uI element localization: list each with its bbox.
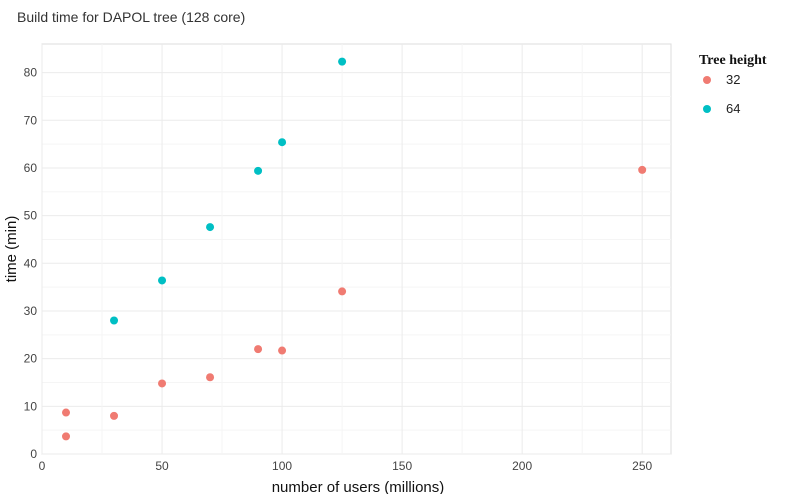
data-point-height-64 bbox=[254, 166, 263, 175]
data-point-height-32 bbox=[278, 346, 287, 355]
data-point-height-32 bbox=[62, 408, 71, 417]
x-tick-label: 150 bbox=[392, 459, 412, 473]
data-point-height-64 bbox=[158, 276, 167, 285]
data-point-height-32 bbox=[638, 165, 647, 174]
chart-title: Build time for DAPOL tree (128 core) bbox=[17, 9, 245, 25]
data-point-height-32 bbox=[206, 373, 215, 382]
x-tick-label: 0 bbox=[39, 459, 46, 473]
legend-label-64: 64 bbox=[726, 101, 740, 116]
x-tick-label: 100 bbox=[272, 459, 292, 473]
y-tick-label: 20 bbox=[24, 352, 38, 366]
x-axis-label: number of users (millions) bbox=[272, 479, 445, 494]
data-point-height-32 bbox=[110, 411, 119, 420]
legend: Tree height 32 64 bbox=[699, 53, 767, 116]
legend-title: Tree height bbox=[699, 53, 767, 68]
data-point-height-64 bbox=[206, 223, 215, 232]
x-tick-label: 50 bbox=[155, 459, 169, 473]
y-tick-label: 60 bbox=[24, 161, 38, 175]
legend-marker-32 bbox=[703, 76, 711, 84]
x-axis-ticks: 0 50 100 150 200 250 bbox=[39, 459, 653, 473]
legend-label-32: 32 bbox=[726, 72, 740, 87]
y-tick-label: 10 bbox=[24, 399, 38, 413]
data-points bbox=[62, 57, 647, 441]
data-point-height-64 bbox=[338, 57, 347, 66]
plot-panel bbox=[41, 43, 672, 455]
data-point-height-64 bbox=[110, 316, 119, 325]
y-tick-label: 80 bbox=[24, 66, 38, 80]
y-tick-label: 70 bbox=[24, 113, 38, 127]
data-point-height-32 bbox=[254, 345, 263, 354]
gridlines bbox=[41, 44, 671, 455]
y-axis-label: time (min) bbox=[3, 216, 20, 283]
y-axis-ticks: 0 10 20 30 40 50 60 70 80 bbox=[24, 66, 38, 461]
x-tick-label: 200 bbox=[512, 459, 532, 473]
y-tick-label: 40 bbox=[24, 256, 38, 270]
data-point-height-32 bbox=[338, 287, 347, 296]
y-tick-label: 30 bbox=[24, 304, 38, 318]
x-tick-label: 250 bbox=[632, 459, 652, 473]
data-point-height-64 bbox=[278, 138, 287, 147]
data-point-height-32 bbox=[62, 432, 71, 441]
y-tick-label: 0 bbox=[30, 447, 37, 461]
y-tick-label: 50 bbox=[24, 209, 38, 223]
data-point-height-32 bbox=[158, 379, 167, 388]
legend-marker-64 bbox=[703, 105, 711, 113]
